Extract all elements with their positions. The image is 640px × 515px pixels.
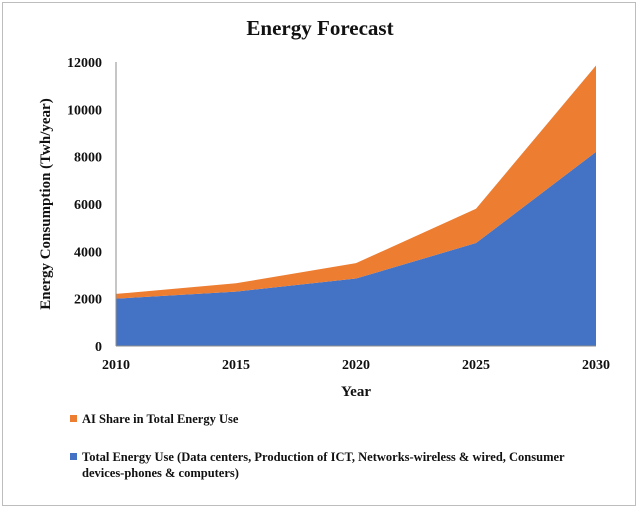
legend-swatch-total-energy [70, 453, 77, 460]
y-tick-label: 2000 [74, 293, 102, 308]
x-tick-label: 2020 [342, 358, 370, 373]
x-tick-label: 2010 [102, 358, 130, 373]
y-tick-label: 8000 [74, 151, 102, 166]
y-tick-label: 0 [95, 340, 102, 355]
y-tick-label: 4000 [74, 245, 102, 260]
legend-label-ai-share: AI Share in Total Energy Use [82, 412, 239, 426]
legend-item-ai-share: AI Share in Total Energy Use [70, 411, 602, 427]
legend-swatch-ai-share [70, 415, 77, 422]
chart-title: Energy Forecast [246, 16, 394, 40]
y-tick-label: 6000 [74, 198, 102, 213]
y-axis-title: Energy Consumption (Twh/year) [38, 98, 54, 309]
x-tick-label: 2015 [222, 358, 250, 373]
legend-label-total-energy: Total Energy Use (Data centers, Producti… [82, 450, 565, 480]
y-tick-label: 12000 [67, 56, 102, 71]
area-ai-share [116, 65, 596, 299]
chart-plot: 0 2000 4000 6000 8000 10000 12000 2010 2015 2020 2… [38, 56, 610, 400]
x-tick-label: 2030 [582, 358, 610, 373]
area-total-energy [116, 151, 596, 346]
x-tick-label: 2025 [462, 358, 490, 373]
y-tick-label: 10000 [67, 103, 102, 118]
x-axis-title: Year [341, 384, 371, 400]
legend-item-total-energy: Total Energy Use (Data centers, Producti… [70, 449, 602, 481]
